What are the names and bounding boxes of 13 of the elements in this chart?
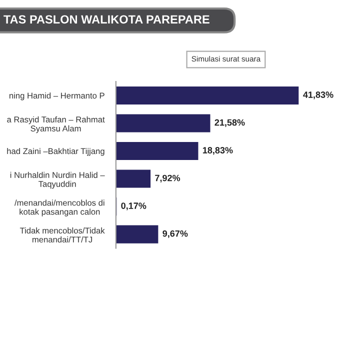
y-tick-label: /menandai/mencoblos di kotak pasangan calon xyxy=(14,200,104,216)
data-label: 18,83% xyxy=(202,147,233,155)
y-tick-label: Tidak mencoblos/Tidak menandai/TT/TJ xyxy=(20,227,105,243)
data-label: 7,92% xyxy=(155,174,180,183)
data-label: 0,17% xyxy=(121,202,146,210)
y-tick-label: a Rasyid Taufan – Rahmat Syamsu Alam xyxy=(7,116,105,134)
data-label: 9,67% xyxy=(162,230,188,238)
y-tick-label: had Zaini –Bakhtiar Tijjang xyxy=(7,148,104,156)
data-label: 41,83% xyxy=(303,92,334,100)
y-tick-label: ning Hamid – Hermanto P xyxy=(9,92,104,100)
data-label: 21,58% xyxy=(214,119,245,127)
y-tick-label: i Nurhaldin Nurdin Halid – Taqyuddin xyxy=(10,172,105,189)
chart-title: TAS PASLON WALIKOTA PAREPARE xyxy=(4,15,210,24)
